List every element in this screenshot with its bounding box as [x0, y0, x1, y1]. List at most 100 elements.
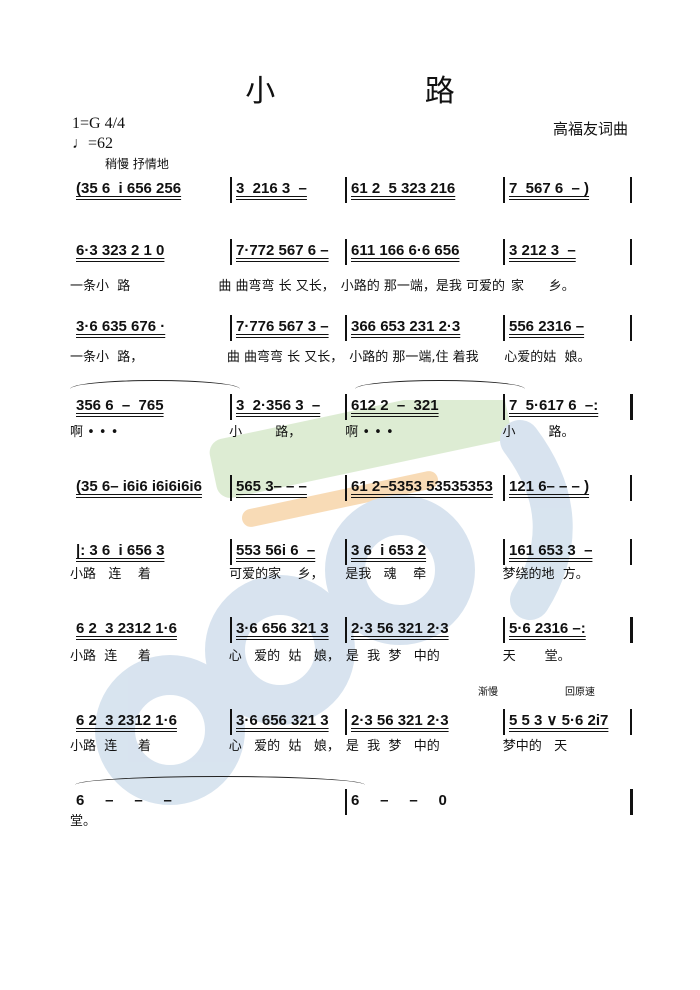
- key-signature: 1=G 4/4: [72, 115, 126, 132]
- measure: 5 5 3 ∨ 5·6 2i7: [509, 712, 609, 729]
- barline: [230, 539, 232, 565]
- barline: [345, 617, 347, 643]
- barline: [503, 539, 505, 565]
- a-tempo-mark: 回原速: [565, 687, 595, 698]
- barline: [503, 709, 505, 735]
- lyric-text: 家 乡。: [511, 279, 575, 294]
- measure: 7·776 567 3 –: [236, 318, 329, 335]
- lyric-text: 一条小 路，: [70, 350, 144, 365]
- measure: 5·6 2316 –:: [509, 620, 586, 637]
- lyric-text: 曲 曲弯弯 长 又长，: [218, 279, 335, 294]
- measure: |: 3 6 i 656 3: [76, 542, 165, 559]
- barline: [630, 617, 633, 643]
- measure: 6 2 3 2312 1·6: [76, 712, 177, 729]
- composer-credit: 高福友词曲: [552, 120, 628, 138]
- lyric-text: 梦中的 天: [502, 739, 568, 754]
- lyric-text: 小路的 那一端，是我 可爱的: [340, 279, 506, 294]
- measure: 356 6 – 765: [76, 397, 164, 414]
- lyric-text: 是 我 梦 中的: [345, 739, 440, 754]
- tempo-marking: ♩=62: [72, 135, 114, 152]
- measure: 6·3 323 2 1 0: [76, 242, 165, 259]
- barline: [230, 177, 232, 203]
- barline: [630, 539, 632, 565]
- barline: [630, 315, 632, 341]
- barline: [230, 617, 232, 643]
- measure: 3 2·356 3 –: [236, 397, 321, 414]
- staff-system: 3·6 635 676 · 7·776 567 3 – 366 653 231 2·…: [70, 315, 632, 341]
- barline: [230, 475, 232, 501]
- measure: 6 – – –: [76, 792, 172, 809]
- measure: 121 6– – – ): [509, 478, 590, 495]
- lyric-text: 啊 • • •: [70, 425, 119, 440]
- barline: [345, 539, 347, 565]
- measure: 611 166 6·6 656: [351, 242, 460, 259]
- barline: [230, 394, 232, 420]
- barline: [345, 315, 347, 341]
- lyric-text: 心 爱的 姑 娘，: [228, 739, 340, 754]
- measure: (35 6 i 656 256: [76, 180, 182, 197]
- measure: (35 6– i6i6 i6i6i6i6: [76, 478, 202, 495]
- phrase-slur: [75, 776, 365, 785]
- barline: [503, 617, 505, 643]
- lyric-text: 小路 连 着: [70, 739, 151, 754]
- barline: [503, 177, 505, 203]
- barline: [345, 177, 347, 203]
- lyrics-line: 啊 • • • 小 路， 啊 • • • 小 路。: [70, 425, 630, 440]
- barline: [503, 475, 505, 501]
- lyrics-line: 小路 连 着 心 爱的 姑 娘， 是 我 梦 中的 梦中的 天: [70, 739, 630, 754]
- staff-system: 6 2 3 2312 1·6 3·6 656 321 3 2·3 56 321 2·…: [70, 709, 632, 735]
- staff-system: 6 – – – 6 – – 0: [70, 789, 633, 815]
- measure: 3 216 3 –: [236, 180, 307, 197]
- measure: 2·3 56 321 2·3: [351, 620, 449, 637]
- lyric-text: 小 路，: [229, 425, 302, 440]
- staff-system: |: 3 6 i 656 3 553 56i 6 – 3 6 i 653 2 161 …: [70, 539, 632, 565]
- staff-system: 356 6 – 765 3 2·356 3 – 612 2 – 321 7 5·617…: [70, 394, 633, 420]
- barline: [345, 709, 347, 735]
- measure: 3·6 635 676 ·: [76, 318, 166, 335]
- measure: 3·6 656 321 3: [236, 620, 329, 637]
- ritardando-mark: 渐慢: [478, 687, 498, 698]
- phrase-slur: [70, 380, 240, 389]
- phrase-slur: [355, 380, 525, 389]
- measure: 3 212 3 –: [509, 242, 576, 259]
- staff-system: (35 6– i6i6 i6i6i6i6 565 3– – – 61 2–5353 …: [70, 475, 632, 501]
- lyric-text: 是 我 梦 中的: [345, 649, 440, 664]
- lyric-text: 梦绕的地 方。: [502, 567, 589, 582]
- measure: 7·772 567 6 –: [236, 242, 329, 259]
- lyric-text: 一条小 路: [70, 279, 131, 294]
- lyric-text: [345, 814, 630, 829]
- measure: 553 56i 6 –: [236, 542, 316, 559]
- measure: 7 5·617 6 –:: [509, 397, 599, 414]
- measure: 565 3– – –: [236, 478, 307, 495]
- barline: [630, 789, 633, 815]
- lyric-text: 可爱的家 乡，: [229, 567, 324, 582]
- lyric-text: 啊 • • •: [345, 425, 394, 440]
- lyrics-line: 小路 连 着 心 爱的 姑 娘， 是 我 梦 中的 天 堂。: [70, 649, 630, 664]
- lyric-text: 天 堂。: [502, 649, 571, 664]
- barline: [345, 394, 347, 420]
- lyric-text: 是我 魂 牵: [345, 567, 427, 582]
- lyrics-line: 一条小 路， 曲 曲弯弯 长 又长， 小路的 那一端,住 着我 心爱的姑 娘。: [70, 350, 630, 365]
- barline: [230, 709, 232, 735]
- measure: 6 2 3 2312 1·6: [76, 620, 177, 637]
- barline: [503, 315, 505, 341]
- lyric-text: 小路 连 着: [70, 567, 151, 582]
- lyrics-line: 堂。: [70, 814, 630, 829]
- barline: [630, 239, 632, 265]
- barline: [630, 394, 633, 420]
- barline: [630, 177, 632, 203]
- measure: 61 2–5353 53535353: [351, 478, 493, 495]
- measure: 556 2316 –: [509, 318, 585, 335]
- staff-system: 6·3 323 2 1 0 7·772 567 6 – 611 166 6·6 65…: [70, 239, 632, 265]
- measure: 612 2 – 321: [351, 397, 439, 414]
- barline: [345, 475, 347, 501]
- barline: [503, 394, 505, 420]
- measure: 6 – – 0: [351, 792, 447, 809]
- barline: [630, 709, 632, 735]
- measure: 3 6 i 653 2: [351, 542, 427, 559]
- lyric-text: 小 路。: [502, 425, 575, 440]
- lyric-text: 小路的 那一端,住 着我: [349, 350, 479, 365]
- expression-marking: 稍慢 抒情地: [105, 157, 169, 171]
- song-title: 小 路: [245, 74, 525, 109]
